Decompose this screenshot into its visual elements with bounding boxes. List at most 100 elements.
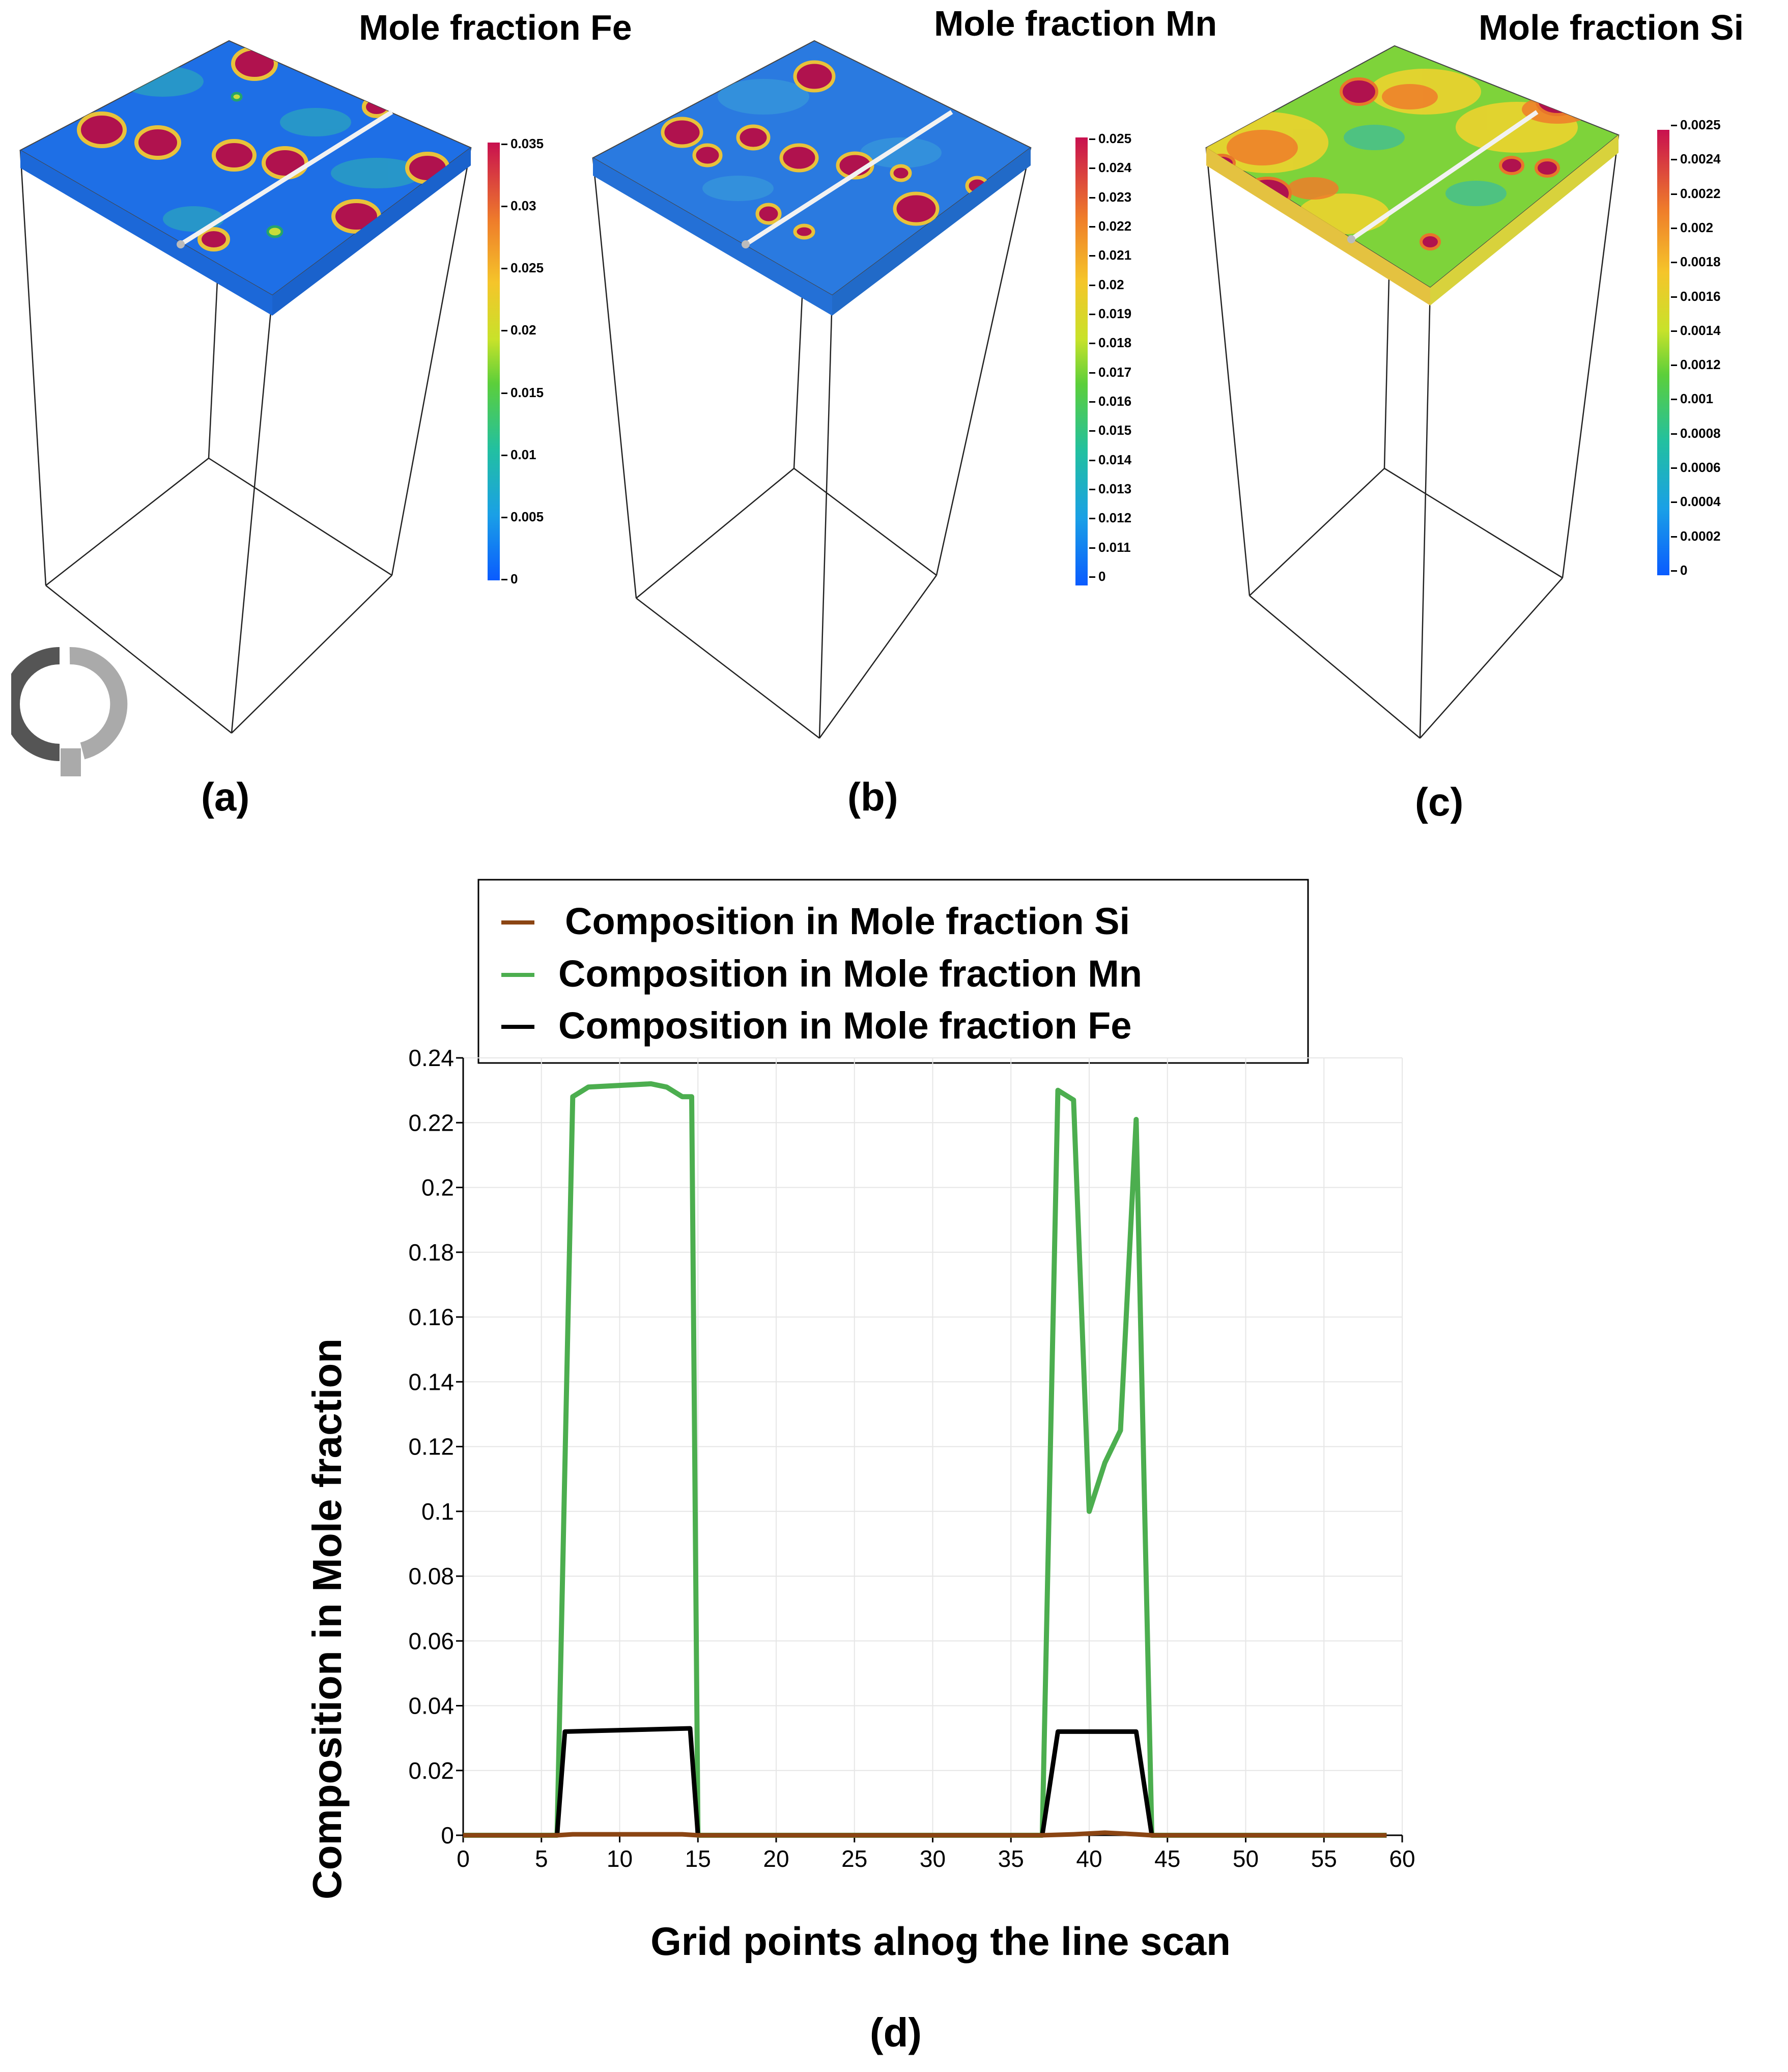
colorbar-tick-label: 0.012 bbox=[1098, 510, 1132, 526]
chart-legend: Composition in Mole fraction Si Composit… bbox=[477, 879, 1309, 1064]
y-tick-label: 0.04 bbox=[408, 1693, 454, 1719]
series-line-mn bbox=[463, 1081, 1387, 1838]
colorbar-tick-mark bbox=[501, 579, 507, 580]
colorbar-tick-label: 0.014 bbox=[1098, 452, 1132, 467]
colorbar-tick-label: 0.01 bbox=[510, 446, 536, 462]
colorbar-tick-mark bbox=[1089, 401, 1095, 403]
colorbar-tick-mark bbox=[1089, 343, 1095, 345]
chart-panel-label: (d) bbox=[870, 2010, 922, 2055]
colorbar-tick-label: 0 bbox=[510, 571, 518, 586]
colorbar-tick-label: 0.011 bbox=[1098, 539, 1131, 555]
colorbar-tick-mark bbox=[1671, 159, 1677, 161]
colorbar-tick-mark bbox=[1671, 193, 1677, 195]
panel-c-label: (c) bbox=[1415, 779, 1464, 824]
y-tick-label: 0.08 bbox=[408, 1563, 454, 1589]
colorbar-tick-mark bbox=[1089, 372, 1095, 374]
y-tick-label: 0 bbox=[441, 1822, 454, 1849]
colorbar-tick-label: 0.016 bbox=[1098, 394, 1132, 409]
colorbar-tick-mark bbox=[501, 268, 507, 270]
chart-series bbox=[463, 1081, 1387, 1838]
panel-b-colorbar bbox=[1075, 137, 1088, 585]
x-tick-label: 0 bbox=[457, 1845, 470, 1872]
colorbar-tick-mark bbox=[1671, 262, 1677, 264]
colorbar-tick-mark bbox=[1671, 227, 1677, 229]
colorbar-tick-label: 0.024 bbox=[1098, 160, 1132, 176]
legend-si-label: Composition in Mole fraction Si bbox=[565, 900, 1130, 942]
panel-c-title: Mole fraction Si bbox=[1479, 8, 1744, 47]
legend-mn-label: Composition in Mole fraction Mn bbox=[558, 953, 1142, 995]
x-tick-label: 25 bbox=[841, 1845, 867, 1872]
panel-a-scan-line bbox=[179, 110, 393, 246]
colorbar-tick-mark bbox=[1671, 467, 1677, 469]
y-tick-label: 0.02 bbox=[408, 1757, 454, 1784]
panel-c-colorbar bbox=[1657, 130, 1669, 575]
colorbar-tick-mark bbox=[1671, 125, 1677, 126]
colorbar-tick-label: 0.0022 bbox=[1680, 185, 1721, 201]
series-line-fe bbox=[463, 1726, 1387, 1838]
colorbar-tick-label: 0.0012 bbox=[1680, 357, 1721, 373]
colorbar-tick-mark bbox=[1089, 314, 1095, 315]
x-tick-label: 15 bbox=[685, 1845, 711, 1872]
colorbar-tick-label: 0.025 bbox=[510, 260, 544, 276]
x-tick-label: 10 bbox=[607, 1845, 633, 1872]
colorbar-tick-label: 0.015 bbox=[1098, 423, 1132, 438]
panel-a-label: (a) bbox=[201, 774, 250, 819]
colorbar-tick-mark bbox=[501, 206, 507, 208]
x-tick-label: 30 bbox=[920, 1845, 946, 1872]
y-tick-label: 0.1 bbox=[421, 1498, 454, 1525]
panel-b-scan-line bbox=[744, 110, 953, 246]
colorbar-tick-mark bbox=[1089, 430, 1095, 432]
colorbar-tick-label: 0.02 bbox=[510, 322, 536, 338]
colorbar-tick-mark bbox=[1671, 501, 1677, 503]
chart-xlabel: Grid points alnog the line scan bbox=[650, 1919, 1231, 1964]
colorbar-tick-mark bbox=[1089, 459, 1095, 461]
colorbar-tick-mark bbox=[1089, 255, 1095, 257]
panel-a-slab-side bbox=[20, 150, 272, 316]
colorbar-tick-label: 0.0002 bbox=[1680, 528, 1721, 544]
colorbar-tick-mark bbox=[1089, 518, 1095, 520]
colorbar-tick-mark bbox=[1089, 226, 1095, 228]
colorbar-tick-label: 0.018 bbox=[1098, 335, 1132, 351]
x-tick-label: 20 bbox=[763, 1845, 789, 1872]
y-tick-label: 0.22 bbox=[408, 1109, 454, 1136]
colorbar-tick-mark bbox=[1671, 399, 1677, 401]
colorbar-tick-mark bbox=[501, 330, 507, 332]
colorbar-tick-label: 0.0006 bbox=[1680, 460, 1721, 475]
colorbar-tick-mark bbox=[501, 454, 507, 456]
colorbar-tick-label: 0.015 bbox=[510, 384, 544, 400]
colorbar-tick-label: 0.021 bbox=[1098, 247, 1132, 263]
colorbar-tick-label: 0.025 bbox=[1098, 131, 1132, 146]
panel-c-scan-line bbox=[1350, 110, 1539, 241]
colorbar-tick-mark bbox=[1089, 197, 1095, 199]
x-tick-label: 55 bbox=[1311, 1845, 1337, 1872]
colorbar-tick-mark bbox=[1671, 365, 1677, 367]
x-tick-label: 35 bbox=[998, 1845, 1024, 1872]
colorbar-tick-label: 0.03 bbox=[510, 198, 536, 214]
colorbar-tick-label: 0.017 bbox=[1098, 364, 1132, 380]
y-tick-label: 0.18 bbox=[408, 1239, 454, 1266]
colorbar-tick-mark bbox=[1089, 284, 1095, 286]
colorbar-tick-label: 0.005 bbox=[510, 509, 544, 524]
chart-grid bbox=[463, 1057, 1403, 1836]
x-tick-label: 40 bbox=[1076, 1845, 1102, 1872]
colorbar-tick-mark bbox=[1089, 576, 1095, 578]
colorbar-tick-mark bbox=[1671, 296, 1677, 298]
colorbar-tick-mark bbox=[1089, 547, 1095, 549]
colorbar-tick-label: 0.002 bbox=[1680, 219, 1714, 235]
panel-c-slab-side bbox=[1206, 148, 1430, 305]
x-tick-label: 5 bbox=[535, 1845, 548, 1872]
colorbar-tick-mark bbox=[1671, 330, 1677, 332]
colorbar-tick-label: 0.0008 bbox=[1680, 425, 1721, 441]
colorbar-tick-mark bbox=[1671, 433, 1677, 435]
chart-ylabel: Composition in Mole fraction bbox=[304, 1338, 350, 1899]
colorbar-tick-label: 0.023 bbox=[1098, 189, 1132, 205]
colorbar-tick-label: 0.02 bbox=[1098, 276, 1124, 292]
line-scan-chart: Composition in Mole fraction Si Composit… bbox=[304, 879, 1415, 2055]
x-tick-label: 45 bbox=[1154, 1845, 1180, 1872]
colorbar-tick-label: 0.0016 bbox=[1680, 288, 1721, 304]
x-tick-label: 50 bbox=[1233, 1845, 1259, 1872]
panel-a-title: Mole fraction Fe bbox=[359, 8, 632, 47]
y-tick-label: 0.06 bbox=[408, 1628, 454, 1654]
colorbar-tick-label: 0.001 bbox=[1680, 391, 1714, 407]
chart-axes: 0 5 10 15 20 25 30 35 40 45 50 55 60 0 0.02 0.04 0.06 0.0… bbox=[408, 1045, 1415, 1872]
